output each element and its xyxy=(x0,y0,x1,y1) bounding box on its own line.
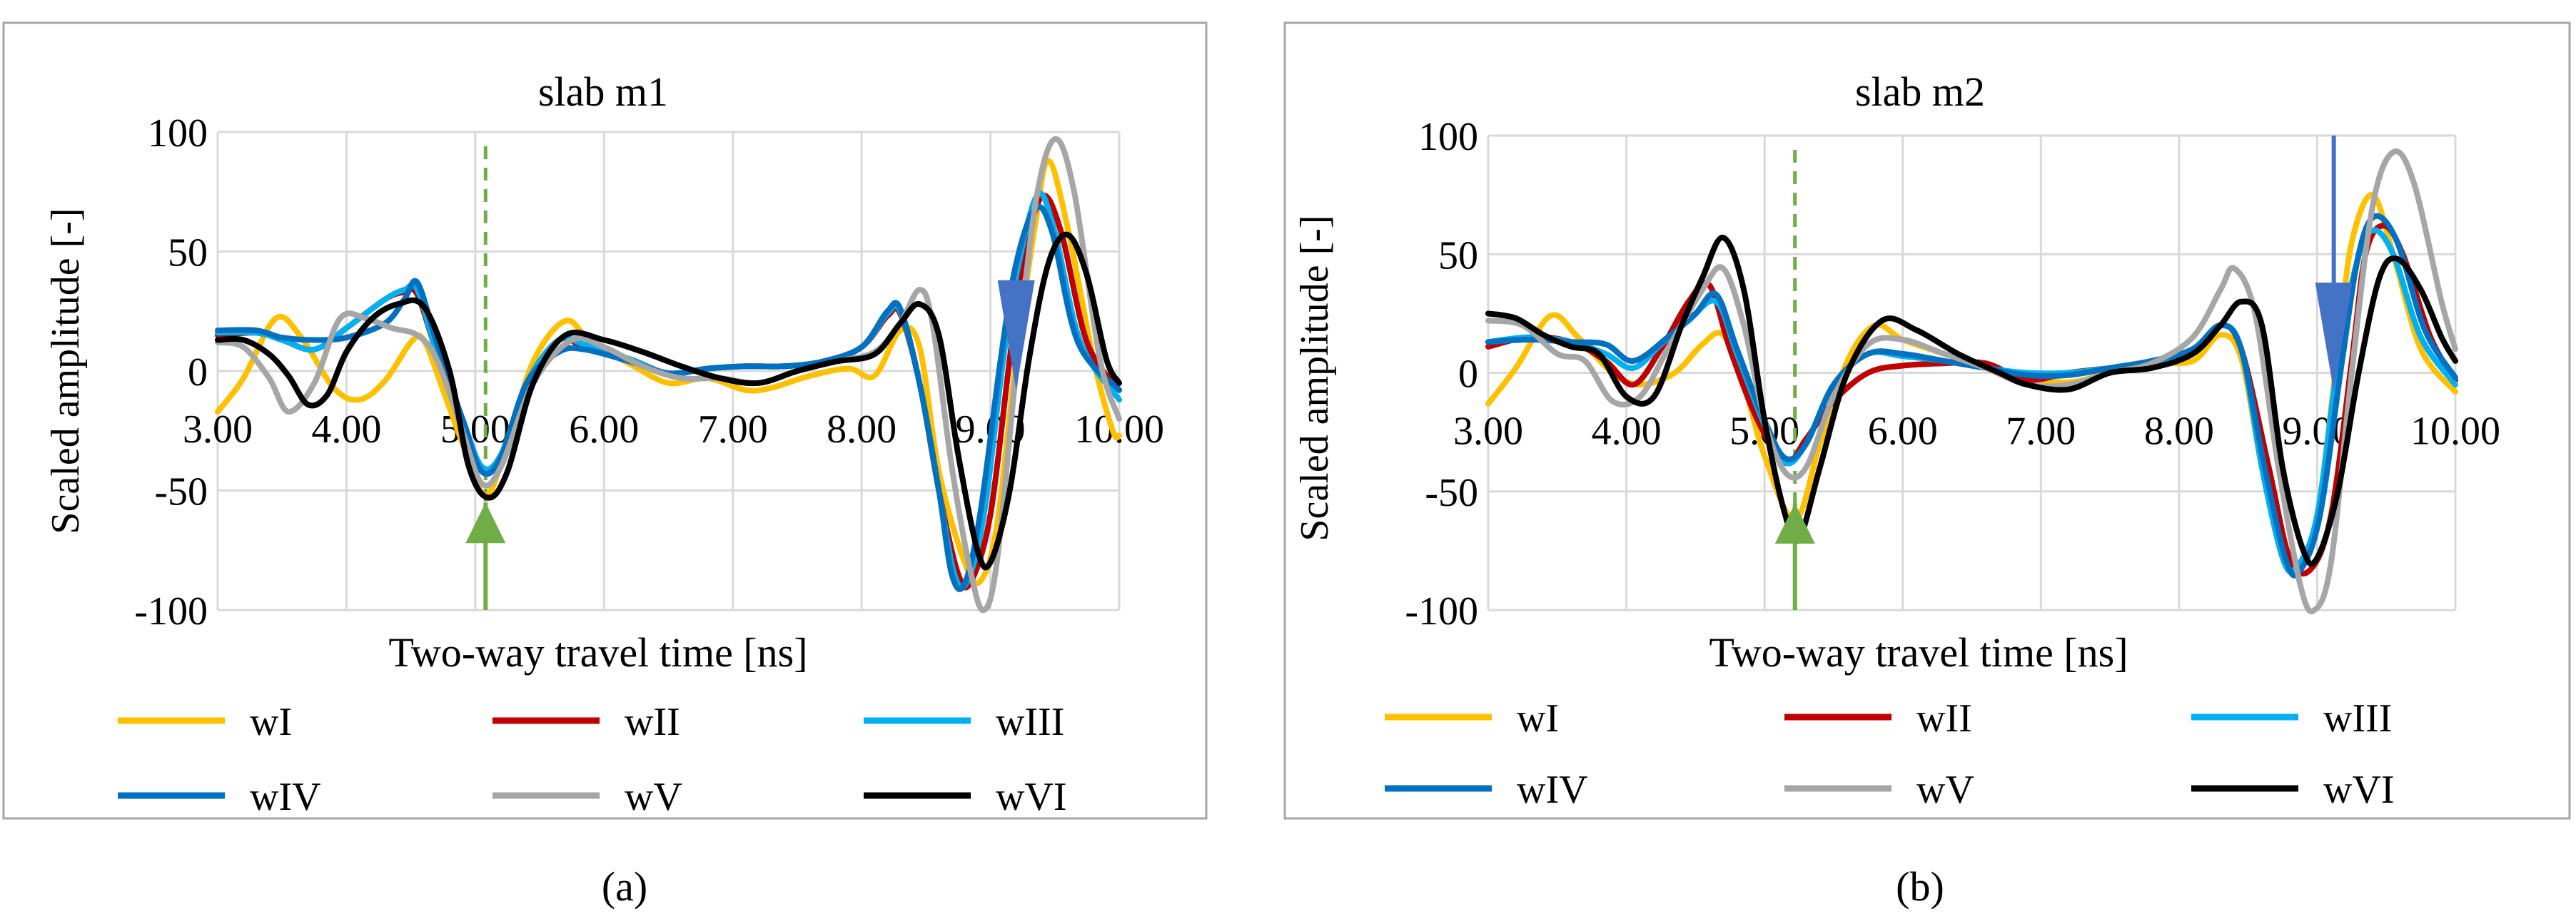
markers-over xyxy=(465,280,1035,610)
y-tick-label: -100 xyxy=(134,589,208,634)
x-axis-label: Two-way travel time [ns] xyxy=(1709,629,2128,676)
y-tick-label: -50 xyxy=(1425,471,1478,515)
series-line-wIV xyxy=(215,203,1122,592)
chart-frame xyxy=(1283,21,2571,820)
y-axis-label: Scaled amplitude [-] xyxy=(1293,215,1337,541)
markers-over xyxy=(1774,136,2353,610)
legend-label-wII: wII xyxy=(625,700,680,744)
x-tick-label: 10.00 xyxy=(2410,410,2500,454)
chart-title: slab m1 xyxy=(538,68,668,115)
legend: wI wII wIII wIV wV wVI xyxy=(118,700,1067,819)
series-lines xyxy=(1485,148,2458,614)
series-lines xyxy=(215,136,1122,614)
legend-label-wVI: wVI xyxy=(996,775,1067,819)
legend: wI wII wIII wIV wV wVI xyxy=(1385,696,2395,812)
chart-title: slab m2 xyxy=(1855,68,1985,115)
x-tick-label: 6.00 xyxy=(569,407,639,452)
y-tick-label: -50 xyxy=(154,470,208,514)
gridlines xyxy=(216,131,1121,611)
legend-label-wI: wI xyxy=(1517,696,1559,741)
y-tick-label: 50 xyxy=(1438,233,1478,278)
y-tick-label: 0 xyxy=(1458,352,1478,397)
chart-frame xyxy=(2,21,1208,820)
y-tick-label: 0 xyxy=(188,350,208,395)
series-line-wVI xyxy=(215,231,1122,571)
green-arrow-head-icon xyxy=(465,502,506,544)
x-tick-label: 8.00 xyxy=(827,407,896,452)
legend-label-wVI: wVI xyxy=(2323,768,2395,812)
caption-b: (b) xyxy=(1896,863,1944,910)
blue-arrow-head-icon xyxy=(2315,283,2353,392)
caption-a: (a) xyxy=(602,863,647,910)
x-tick-label: 4.00 xyxy=(311,407,381,452)
series-line-wVI xyxy=(1485,235,2458,567)
legend-label-wIII: wIII xyxy=(996,700,1064,744)
green-arrow-head-icon xyxy=(1774,503,1815,544)
y-tick-label: 100 xyxy=(1418,115,1478,159)
x-tick-label: 3.00 xyxy=(183,407,253,452)
y-tick-label: 50 xyxy=(168,231,208,275)
legend-label-wI: wI xyxy=(250,700,292,744)
legend-label-wIV: wIV xyxy=(1517,768,1588,812)
legend-label-wV: wV xyxy=(1916,768,1974,812)
legend-label-wIII: wIII xyxy=(2323,696,2392,741)
legend-label-wV: wV xyxy=(625,775,682,819)
x-tick-label: 4.00 xyxy=(1592,410,1662,454)
x-tick-label: 7.00 xyxy=(698,407,768,452)
y-axis-label: Scaled amplitude [-] xyxy=(44,208,88,534)
legend-label-wIV: wIV xyxy=(250,775,321,819)
legend-label-wII: wII xyxy=(1916,696,1972,741)
blue-arrow-head-icon xyxy=(997,280,1035,390)
x-axis-label: Two-way travel time [ns] xyxy=(388,629,807,676)
x-tick-label: 3.00 xyxy=(1453,410,1523,454)
x-tick-label: 6.00 xyxy=(1868,410,1938,454)
y-tick-label: 100 xyxy=(148,111,208,156)
x-tick-label: 7.00 xyxy=(2006,410,2076,454)
series-line-wIV xyxy=(1485,213,2458,579)
x-tick-label: 8.00 xyxy=(2144,410,2214,454)
y-tick-label: -100 xyxy=(1405,589,1478,634)
